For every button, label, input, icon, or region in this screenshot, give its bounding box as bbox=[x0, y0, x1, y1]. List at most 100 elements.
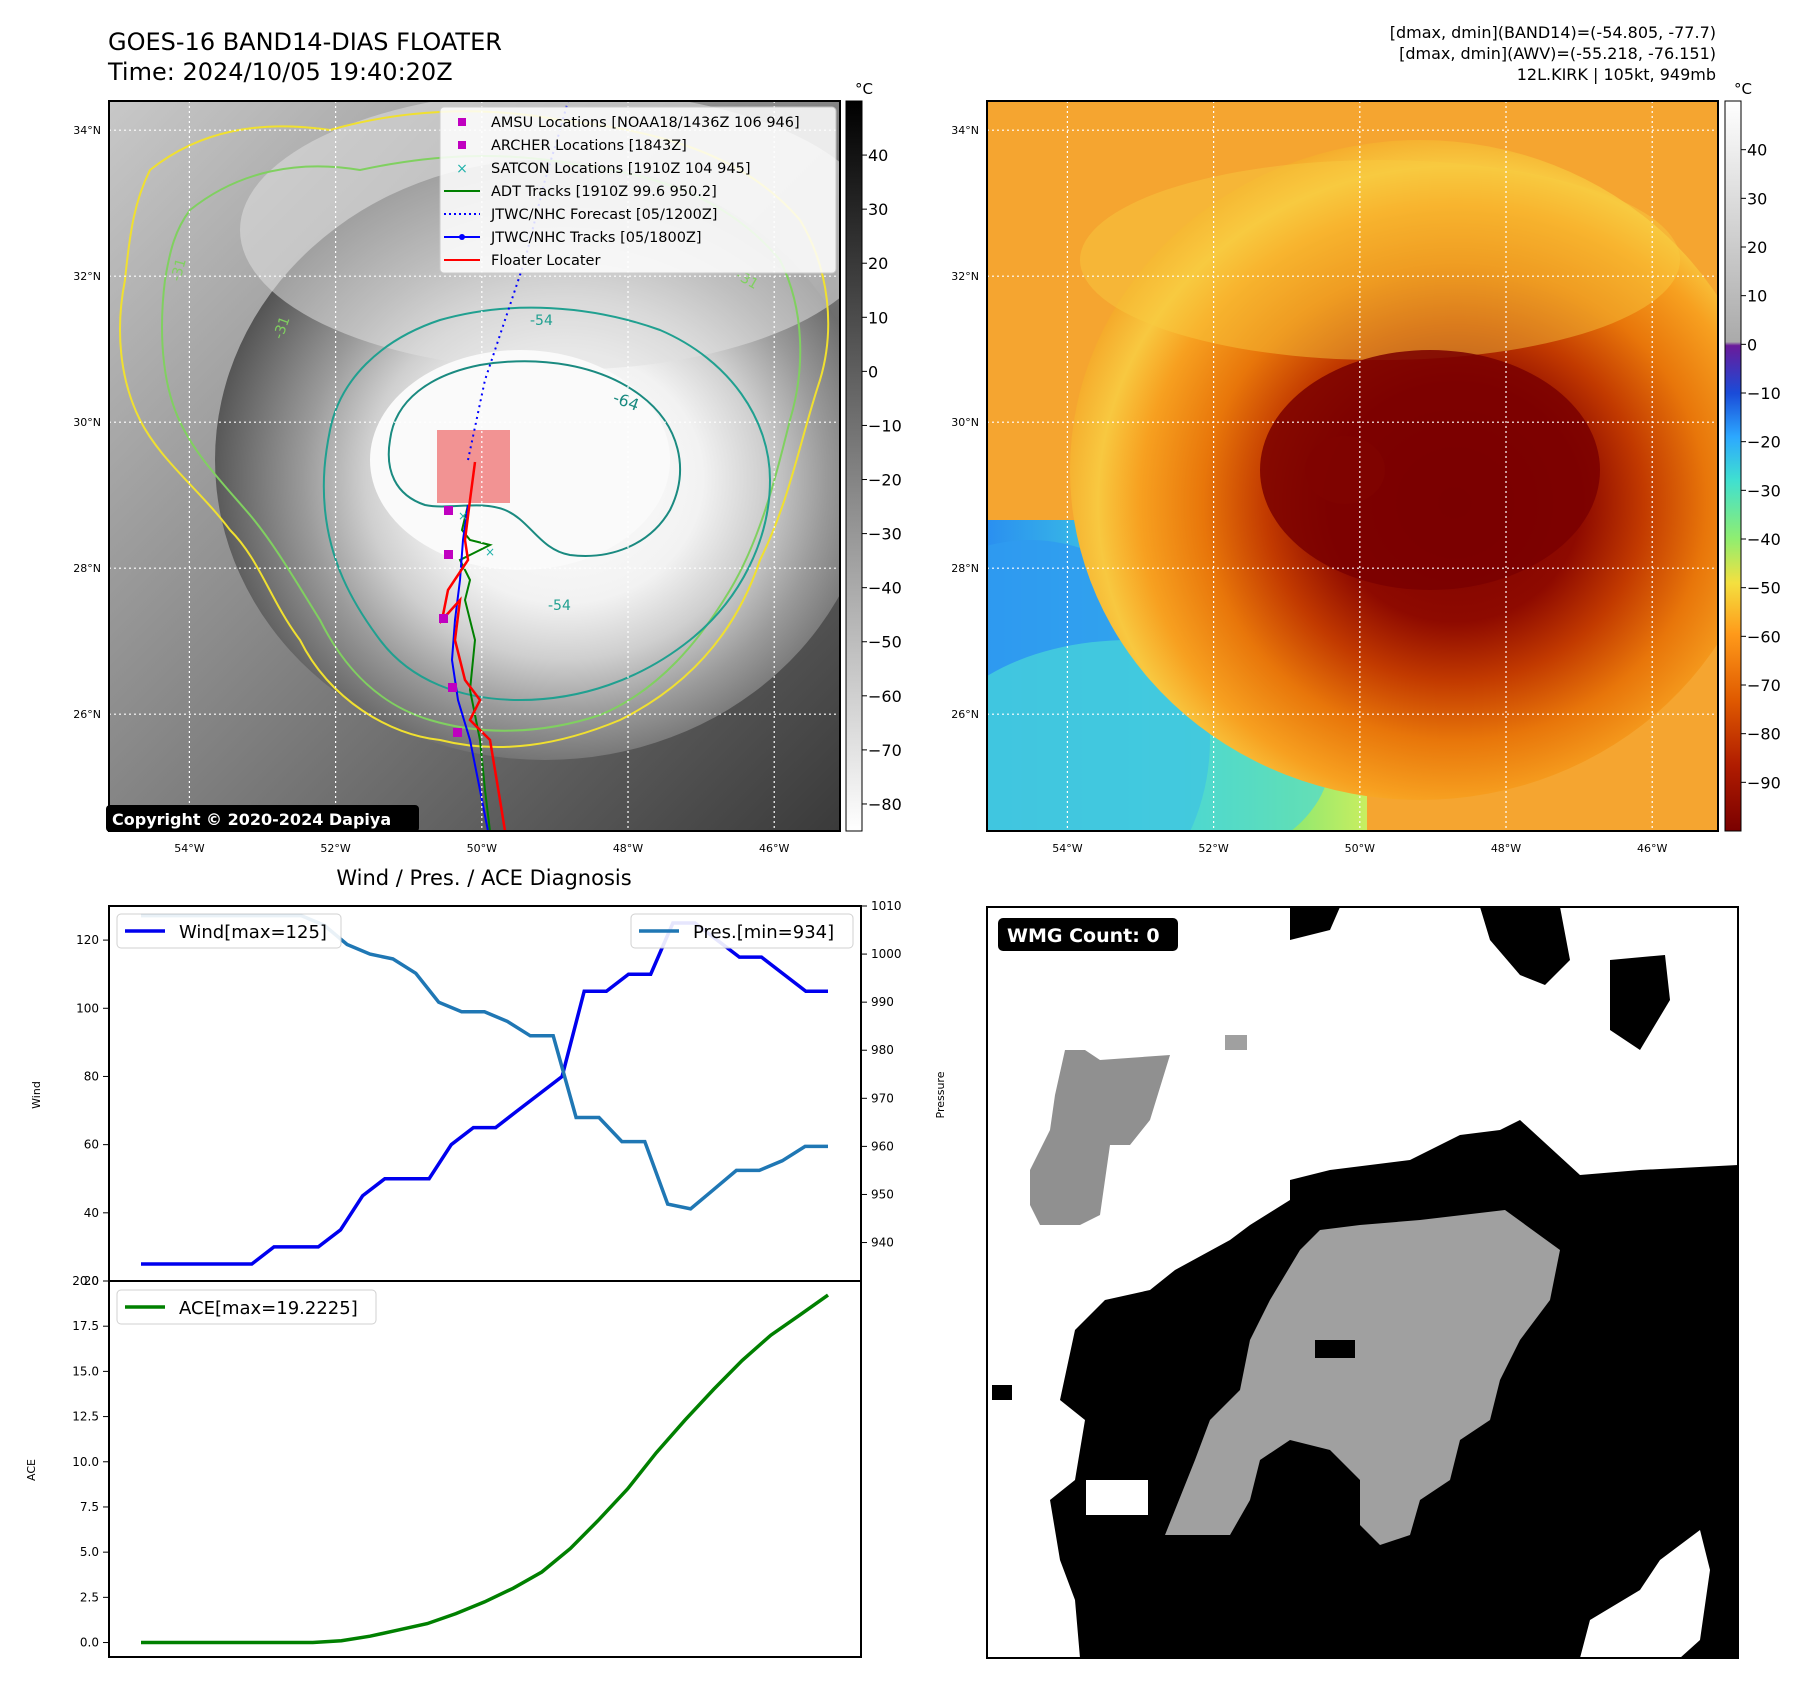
satcon-marker: × bbox=[458, 509, 468, 523]
contour-label: -54 bbox=[530, 313, 553, 329]
ace-frame bbox=[108, 1280, 862, 1658]
wmg-white-notch bbox=[1315, 1340, 1355, 1358]
lon-label: 54°W bbox=[174, 842, 204, 855]
wmg-panel: WMG Count: 0 bbox=[986, 906, 1739, 1659]
lat-label: 30°N bbox=[951, 416, 979, 429]
lat-label: 30°N bbox=[73, 416, 101, 429]
colorbar-tick-label: −20 bbox=[1747, 433, 1781, 452]
lon-label: 46°W bbox=[1637, 842, 1667, 855]
legend-item: ADT Tracks [1910Z 99.6 950.2] bbox=[444, 184, 717, 200]
archer-marker bbox=[453, 728, 462, 737]
satcon-marker: × bbox=[485, 545, 495, 559]
colorbar-tick-label: 20 bbox=[868, 254, 888, 273]
floater-track bbox=[439, 461, 507, 831]
colorbar-tick-label: 10 bbox=[1747, 287, 1767, 306]
colorbar-tick-label: −60 bbox=[1747, 627, 1781, 646]
wind-tick-label: 100 bbox=[76, 1001, 99, 1015]
colorbar-tick-label: 40 bbox=[868, 146, 888, 165]
legend-label: JTWC/NHC Tracks [05/1800Z] bbox=[490, 230, 702, 246]
wmg-gray-region bbox=[1165, 1210, 1560, 1545]
legend-label: ARCHER Locations [1843Z] bbox=[491, 138, 687, 154]
archer-marker bbox=[448, 683, 457, 692]
lon-label: 50°W bbox=[1345, 842, 1375, 855]
legend-item: JTWC/NHC Tracks [05/1800Z] bbox=[444, 230, 702, 246]
pres-tick-label: 1000 bbox=[871, 947, 902, 961]
colorbar-tick-label: 10 bbox=[868, 308, 888, 327]
lon-label: 52°W bbox=[1198, 842, 1228, 855]
wind-ylabel: Wind bbox=[30, 1081, 43, 1109]
pres-ylabel: Pressure bbox=[934, 1071, 947, 1118]
archer-marker bbox=[444, 506, 453, 515]
colorbar-tick-label: −80 bbox=[868, 795, 902, 814]
lon-label: 50°W bbox=[467, 842, 497, 855]
lat-label: 26°N bbox=[73, 708, 101, 721]
wmg-frame bbox=[986, 906, 1739, 1659]
legend-label: Floater Locater bbox=[491, 253, 600, 269]
colorbar-gray-unit: °C bbox=[855, 80, 873, 98]
colorbar-tick-label: −20 bbox=[868, 471, 902, 490]
colorbar-tick-label: 20 bbox=[1747, 238, 1767, 257]
lat-label: 32°N bbox=[73, 270, 101, 283]
ace-line bbox=[141, 1293, 830, 1645]
wmg-white-hole bbox=[1086, 1480, 1148, 1515]
legend-marker-square bbox=[458, 118, 466, 126]
archer-marker bbox=[439, 614, 448, 623]
wmg-black-top bbox=[1290, 907, 1670, 1050]
colorbar-tick-label: −40 bbox=[1747, 530, 1781, 549]
heat-gridlines bbox=[987, 101, 1718, 831]
wmg-count-label: WMG Count: 0 bbox=[1007, 925, 1160, 947]
lon-label: 52°W bbox=[320, 842, 350, 855]
colorbar-tick-label: −90 bbox=[1747, 773, 1781, 792]
ace-legend-label: ACE[max=19.2225] bbox=[179, 1298, 358, 1319]
adt-track bbox=[458, 504, 493, 831]
pres-tick-label: 990 bbox=[871, 995, 894, 1009]
wind-tick-label: 120 bbox=[76, 933, 99, 947]
lon-label: 54°W bbox=[1052, 842, 1082, 855]
ace-tick-label: 20.0 bbox=[72, 1274, 99, 1288]
lat-label: 34°N bbox=[951, 124, 979, 137]
lon-label: 48°W bbox=[1491, 842, 1521, 855]
heat-core bbox=[1260, 350, 1600, 590]
colorbar-tick-label: 0 bbox=[868, 362, 878, 381]
colorbar-tick-label: −30 bbox=[1747, 481, 1781, 500]
colorbar-tick-label: −30 bbox=[868, 525, 902, 544]
wmg-gray-left bbox=[1030, 1050, 1170, 1225]
storm-info: 12L.KIRK | 105kt, 949mb bbox=[1517, 65, 1716, 84]
archer-marker bbox=[444, 550, 453, 559]
wind-tick-label: 60 bbox=[84, 1138, 99, 1152]
heat-map-panel: 34°N 32°N 30°N 28°N 26°N 54°W 52°W 50°W 48°W 46°… bbox=[951, 100, 1719, 855]
colorbar-gray: °C 40 30 20 10 0 −10 −20 −30 −40 −50 −60 −70 −80 bbox=[845, 80, 902, 832]
legend-marker-dot bbox=[459, 234, 465, 240]
diag-title: Wind / Pres. / ACE Diagnosis bbox=[336, 866, 631, 890]
pres-tick-label: 970 bbox=[871, 1091, 894, 1105]
pres-tick-label: 980 bbox=[871, 1043, 894, 1057]
lat-label: 34°N bbox=[73, 124, 101, 137]
pres-legend-label: Pres.[min=934] bbox=[693, 922, 834, 943]
colorbar-tick-label: −80 bbox=[1747, 725, 1781, 744]
wmg-gray-dot bbox=[1225, 1035, 1247, 1050]
pres-tick-label: 1010 bbox=[871, 899, 902, 913]
legend-item: ARCHER Locations [1843Z] bbox=[458, 138, 687, 154]
ace-legend: ACE[max=19.2225] bbox=[116, 1289, 377, 1325]
wind-legend-label: Wind[max=125] bbox=[179, 922, 327, 943]
copyright-text: Copyright © 2020-2024 Dapiya bbox=[112, 810, 391, 829]
colorbar-tick-label: 30 bbox=[1747, 189, 1767, 208]
colorbar-color-bar bbox=[1724, 100, 1742, 832]
figure-time: Time: 2024/10/05 19:40:20Z bbox=[107, 58, 453, 86]
legend-item: AMSU Locations [NOAA18/1436Z 106 946] bbox=[458, 115, 800, 131]
legend-label: ADT Tracks [1910Z 99.6 950.2] bbox=[491, 184, 717, 200]
ir-map-panel: -64 -54 -54 -31 -31 -31 × × bbox=[73, 100, 841, 855]
ace-tick-label: 5.0 bbox=[80, 1545, 99, 1559]
ir-legend: AMSU Locations [NOAA18/1436Z 106 946] ARC… bbox=[439, 106, 837, 274]
colorbar-tick-label: −50 bbox=[868, 633, 902, 652]
wmg-count-box bbox=[998, 918, 1178, 951]
wmg-white-corner bbox=[1580, 1530, 1710, 1658]
colorbar-tick-label: −40 bbox=[868, 579, 902, 598]
wind-tick-label: 40 bbox=[84, 1206, 99, 1220]
colorbar-tick-label: 40 bbox=[1747, 141, 1767, 160]
colorbar-color-unit: °C bbox=[1734, 80, 1752, 98]
copyright-box bbox=[106, 805, 419, 832]
colorbar-gray-bar bbox=[845, 100, 863, 832]
ace-chart: 20.0 17.5 15.0 12.5 10.0 7.5 5.0 2.5 0.0 ACE ACE… bbox=[25, 1274, 862, 1658]
